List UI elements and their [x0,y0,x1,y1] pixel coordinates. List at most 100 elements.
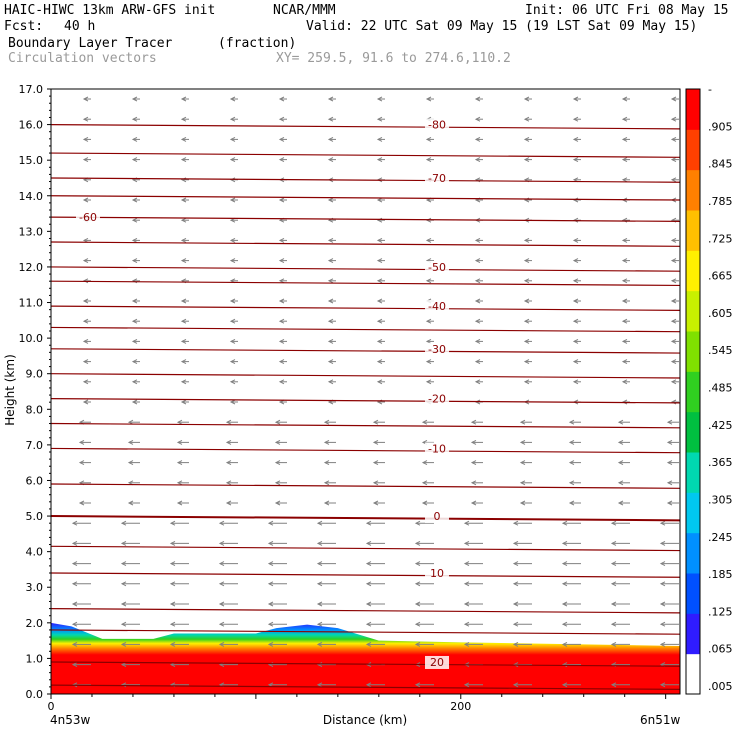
vector-arrowhead [568,480,575,486]
contour-line [50,398,681,404]
vector-arrowhead [474,359,481,365]
vector-arrowhead [610,682,617,688]
vector-arrowhead [225,419,232,425]
vector-arrowhead [523,116,530,122]
vector-arrowhead [414,601,421,607]
vector-arrowhead [610,520,617,526]
contour-label-bg [76,211,100,225]
contour-label: 0 [434,510,441,523]
vector-arrowhead [131,157,138,163]
vector-arrowhead [463,540,470,546]
vector-arrowhead [463,682,470,688]
contour-label-bg [425,510,449,524]
vector-arrowhead [572,359,579,365]
vector-arrowhead [218,520,225,526]
y-axis: 0.0 1.0 2.0 3.0 4.0 5.0 6.0 7.0 8.0 9.0 10.0 11.0 12… [19,83,51,701]
vector-arrowhead [414,540,421,546]
vector-arrowhead [512,520,519,526]
vector-arrowhead [414,621,421,627]
x-start-location: 4n53w [50,713,91,727]
contour-line [50,684,681,690]
vector-arrowhead [278,136,285,142]
vector-arrowhead [425,338,432,344]
vector-arrowhead [229,338,236,344]
vector-arrowhead [372,419,379,425]
vector-arrowhead [327,157,334,163]
vector-arrowhead [327,237,334,243]
y-tick-label: 7.0 [26,439,44,452]
vector-arrowhead [82,197,89,203]
vector-arrowhead [71,561,78,567]
vector-arrowhead [180,217,187,223]
colorbar-label: .005 [708,680,733,693]
vector-arrowhead [523,359,530,365]
contour-label: -60 [79,211,97,224]
vector-arrowhead [131,237,138,243]
vector-arrowhead [180,237,187,243]
vector-arrowhead [78,500,85,506]
vector-arrowhead [523,96,530,102]
vector-arrowhead [666,480,673,486]
vector-arrowhead [376,258,383,264]
contour-label-bg [425,567,449,580]
vector-arrowhead [512,561,519,567]
vector-arrowhead [414,561,421,567]
vector-arrowhead [572,157,579,163]
vector-arrowhead [131,379,138,385]
vector-arrowhead [127,460,134,466]
vector-arrowhead [523,298,530,304]
vector-arrowhead [180,379,187,385]
vector-arrowhead [610,641,617,647]
vector-arrowhead [561,601,568,607]
y-tick-label: 2.0 [26,617,44,630]
vector-arrowhead [470,419,477,425]
vector-arrowhead [474,157,481,163]
vector-arrowhead [316,682,323,688]
vector-arrowhead [519,439,526,445]
y-tick-label: 10.0 [19,332,44,345]
vector-arrowhead [621,136,628,142]
vector-arrowhead [274,500,281,506]
vector-arrowhead [218,540,225,546]
contour-label: 10 [430,567,444,580]
vector-arrowhead [568,500,575,506]
vector-arrowhead [229,298,236,304]
vector-arrowhead [131,136,138,142]
vector-arrowhead [229,177,236,183]
vector-arrowhead [523,338,530,344]
vector-arrowhead [463,520,470,526]
vector-arrowhead [621,298,628,304]
vector-arrowhead [82,318,89,324]
vector-arrowhead [376,96,383,102]
vector-arrowhead [120,621,127,627]
colorbar-label: .905 [708,120,733,133]
vector-arrowhead [229,197,236,203]
vector-arrowhead [229,116,236,122]
vector-arrowhead [176,439,183,445]
y-tick-label: 8.0 [26,403,44,416]
vector-arrowhead [512,540,519,546]
vector-arrowhead [376,157,383,163]
vector-arrowhead [229,237,236,243]
y-tick-label: 12.0 [19,261,44,274]
colorbar-label: .485 [708,382,733,395]
vector-arrowhead [414,520,421,526]
vector-arrowhead [82,116,89,122]
vector-arrowhead [670,318,677,324]
vector-arrowhead [180,318,187,324]
vector-arrowhead [82,338,89,344]
vector-arrowhead [120,520,127,526]
vector-arrowhead [229,379,236,385]
contour-label-bg [425,442,449,456]
vector-arrowhead [278,258,285,264]
vector-arrowhead [621,116,628,122]
vector-arrowhead [414,581,421,587]
vector-arrowhead [474,116,481,122]
vector-arrowhead [670,96,677,102]
vector-arrowhead [131,338,138,344]
vector-arrowhead [274,460,281,466]
vector-arrowhead [474,237,481,243]
contour-line [50,280,681,287]
contour-label-bg [425,300,449,314]
vector-arrowhead [376,197,383,203]
